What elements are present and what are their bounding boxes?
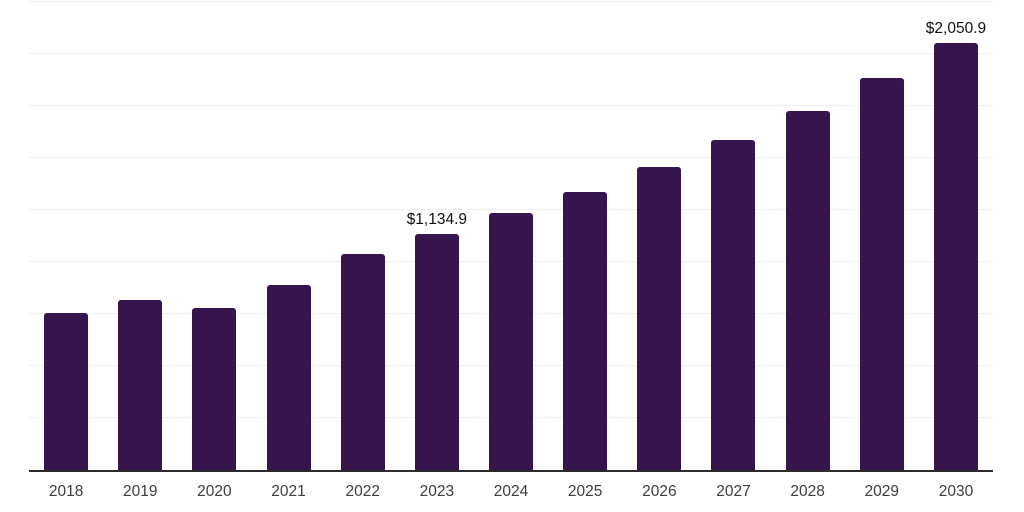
- bar-2029[interactable]: [859, 77, 904, 470]
- bar-slot-2019: [103, 2, 177, 470]
- data-label-2030: $2,050.9: [925, 20, 987, 38]
- bar-2024[interactable]: [489, 212, 534, 470]
- bar-slot-2025: [548, 2, 622, 470]
- x-tick-label-2030: 2030: [938, 483, 974, 500]
- x-tick-label-2022: 2022: [345, 483, 380, 500]
- bar-slot-2028: [771, 2, 845, 470]
- bar-2022[interactable]: [340, 254, 385, 470]
- x-axis-labels: 2018 2019 2020 2021 2022 2023 2024 2025 2026 2027…: [29, 483, 993, 501]
- bar-slot-2026: [622, 2, 696, 470]
- plot-area: $1,134.9 $2,050.9: [29, 1, 993, 472]
- bar-2026[interactable]: [637, 167, 682, 470]
- x-tick-label-2023: 2023: [419, 483, 455, 500]
- x-tick-label-2026: 2026: [642, 483, 677, 500]
- bar-slot-2018: [29, 2, 103, 470]
- x-tick-label-2020: 2020: [197, 483, 232, 500]
- bar-slot-2027: [696, 2, 770, 470]
- gridline: [29, 53, 993, 54]
- x-tick-label-2018: 2018: [48, 483, 84, 500]
- gridline: [29, 209, 993, 210]
- x-tick-label-2028: 2028: [790, 483, 825, 500]
- bar-2020[interactable]: [192, 308, 237, 470]
- bar-2021[interactable]: [266, 284, 311, 470]
- gridline: [29, 1, 993, 2]
- gridline: [29, 105, 993, 106]
- gridline: [29, 157, 993, 159]
- bar-slot-2020: [177, 2, 251, 470]
- bar-slot-2029: [845, 2, 919, 470]
- bar-2025[interactable]: [563, 191, 608, 470]
- bar-2023[interactable]: [414, 233, 459, 470]
- x-tick-label-2027: 2027: [716, 483, 751, 500]
- bar-2027[interactable]: [711, 139, 756, 470]
- bar-slot-2021: [251, 2, 325, 470]
- x-tick-label-2021: 2021: [271, 483, 306, 500]
- bar-2018[interactable]: [44, 312, 89, 470]
- bar-slot-2030: $2,050.9: [919, 2, 993, 470]
- bar-slot-2024: [474, 2, 548, 470]
- bar-series: $1,134.9 $2,050.9: [29, 2, 993, 470]
- x-tick-label-2025: 2025: [567, 483, 603, 500]
- x-tick-label-2019: 2019: [122, 483, 158, 500]
- bar-2019[interactable]: [118, 300, 163, 470]
- x-tick-label-2029: 2029: [864, 483, 900, 500]
- bar-slot-2023: $1,134.9: [400, 2, 474, 470]
- bar-slot-2022: [326, 2, 400, 470]
- x-tick-label-2024: 2024: [493, 483, 529, 500]
- bar-2028[interactable]: [785, 111, 830, 470]
- data-label-2023: $1,134.9: [406, 210, 468, 228]
- bar-2030[interactable]: [933, 43, 978, 470]
